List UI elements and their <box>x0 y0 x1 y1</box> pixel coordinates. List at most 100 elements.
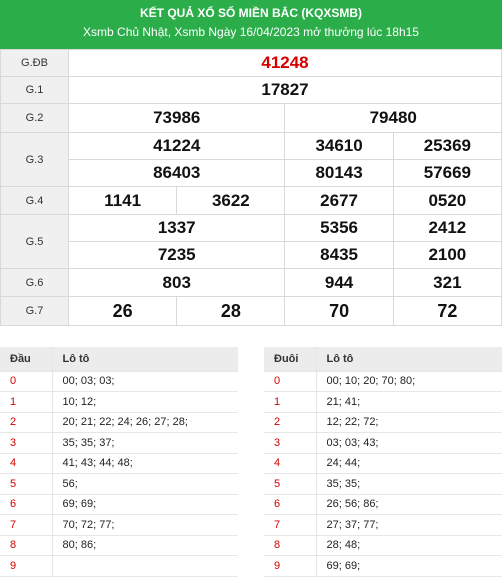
loto-digit: 6 <box>264 494 317 515</box>
loto-row: 0 00; 10; 20; 70; 80; <box>264 371 502 392</box>
prize-label: G.1 <box>0 76 69 104</box>
loto-header-row: Đầu Lô tô <box>0 347 238 372</box>
loto-values: 26; 56; 86; <box>316 494 502 515</box>
prize-number: 80143 <box>284 159 394 187</box>
loto-row: 9 <box>0 555 238 577</box>
prize-number: 2100 <box>392 241 502 269</box>
loto-row: 4 41; 43; 44; 48; <box>0 453 238 474</box>
loto-values: 28; 48; <box>316 535 502 556</box>
prize-number: 1141 <box>67 186 178 215</box>
prize-label: G.6 <box>0 268 69 297</box>
prize-row-g4: G.4 1141 3622 2677 0520 <box>0 186 502 215</box>
prize-table: G.ĐB 41248 G.1 17827 G.2 73986 79480 G.3… <box>0 49 502 326</box>
prize-number: 944 <box>284 268 394 297</box>
loto-digit: 1 <box>0 391 53 413</box>
prize-row-g5b: 7235 8435 2100 <box>1 241 502 269</box>
prize-number: 34610 <box>284 132 394 160</box>
column-header-loto: Lô tô <box>316 347 502 372</box>
loto-row: 1 21; 41; <box>264 391 502 413</box>
prize-number: 321 <box>392 268 502 297</box>
loto-digit: 6 <box>0 494 53 515</box>
loto-digit: 2 <box>264 412 317 433</box>
page-title: KẾT QUẢ XỔ SỐ MIỀN BẮC (KQXSMB) <box>139 6 362 20</box>
loto-header-row: Đuôi Lô tô <box>264 347 502 372</box>
loto-row: 3 03; 03; 43; <box>264 432 502 454</box>
loto-values: 56; <box>52 473 238 495</box>
loto-digit: 0 <box>264 371 317 392</box>
loto-values: 10; 12; <box>52 391 238 413</box>
prize-number: 25369 <box>392 132 502 160</box>
prize-number: 0520 <box>392 186 502 215</box>
prize-number: 28 <box>176 296 286 326</box>
prize-label: G.ĐB <box>0 49 69 77</box>
loto-values: 27; 37; 77; <box>316 514 502 536</box>
prize-number: 86403 <box>67 159 286 187</box>
loto-digit: 7 <box>264 514 317 536</box>
loto-values: 12; 22; 72; <box>316 412 502 433</box>
prize-label: G.2 <box>0 103 69 133</box>
prize-row-g5: G.5 1337 5356 2412 <box>0 214 502 269</box>
loto-row: 0 00; 03; 03; <box>0 371 238 392</box>
loto-values: 00; 03; 03; <box>52 371 238 392</box>
loto-values: 80; 86; <box>52 535 238 556</box>
loto-digit: 3 <box>0 432 53 454</box>
loto-row: 4 24; 44; <box>264 453 502 474</box>
prize-number: 8435 <box>284 241 394 269</box>
loto-row: 8 28; 48; <box>264 535 502 556</box>
prize-number: 17827 <box>68 76 502 104</box>
loto-values: 21; 41; <box>316 391 502 413</box>
loto-row: 6 69; 69; <box>0 494 238 515</box>
loto-digit: 4 <box>264 453 317 474</box>
loto-row: 6 26; 56; 86; <box>264 494 502 515</box>
loto-tail-table: Đuôi Lô tô 0 00; 10; 20; 70; 80; 1 21; 41;… <box>264 347 502 577</box>
prize-label: G.3 <box>0 132 69 187</box>
loto-digit: 3 <box>264 432 317 454</box>
column-header-loto: Lô tô <box>52 347 238 372</box>
loto-values: 00; 10; 20; 70; 80; <box>316 371 502 392</box>
loto-digit: 8 <box>0 535 53 556</box>
prize-number: 79480 <box>284 103 502 133</box>
loto-values: 35; 35; 37; <box>52 432 238 454</box>
prize-label: G.4 <box>0 186 69 215</box>
prize-number: 41224 <box>67 132 286 160</box>
prize-row-g1: G.1 17827 <box>0 76 502 104</box>
loto-digit: 4 <box>0 453 53 474</box>
prize-row-g3: G.3 41224 34610 25369 <box>0 132 502 187</box>
prize-number: 3622 <box>176 186 286 215</box>
loto-row: 2 20; 21; 22; 24; 26; 27; 28; <box>0 412 238 433</box>
loto-digit: 5 <box>0 473 53 495</box>
loto-digit: 7 <box>0 514 53 536</box>
special-prize-number: 41248 <box>68 49 502 77</box>
loto-values: 70; 72; 77; <box>52 514 238 536</box>
prize-number: 57669 <box>392 159 502 187</box>
column-header-head: Đầu <box>0 347 53 372</box>
loto-values: 24; 44; <box>316 453 502 474</box>
prize-number: 1337 <box>67 214 286 242</box>
prize-row-g7: G.7 26 28 70 72 <box>0 296 502 326</box>
loto-values: 69; 69; <box>52 494 238 515</box>
loto-row: 7 27; 37; 77; <box>264 514 502 536</box>
results-header: KẾT QUẢ XỔ SỐ MIỀN BẮC (KQXSMB) Xsmb Chủ… <box>0 0 502 49</box>
prize-number: 2677 <box>284 186 394 215</box>
loto-row: 5 56; <box>0 473 238 495</box>
loto-values: 41; 43; 44; 48; <box>52 453 238 474</box>
loto-row: 3 35; 35; 37; <box>0 432 238 454</box>
column-header-tail: Đuôi <box>264 347 317 372</box>
loto-row: 5 35; 35; <box>264 473 502 495</box>
prize-label: G.7 <box>0 296 69 326</box>
prize-number: 5356 <box>284 214 394 242</box>
prize-row-db: G.ĐB 41248 <box>0 49 502 77</box>
loto-row: 8 80; 86; <box>0 535 238 556</box>
prize-label: G.5 <box>0 214 69 269</box>
prize-number: 803 <box>67 268 286 297</box>
loto-digit: 2 <box>0 412 53 433</box>
loto-values: 35; 35; <box>316 473 502 495</box>
loto-digit: 0 <box>0 371 53 392</box>
prize-number: 73986 <box>67 103 286 133</box>
prize-row-g2: G.2 73986 79480 <box>0 103 502 133</box>
prize-number: 26 <box>67 296 178 326</box>
loto-digit: 5 <box>264 473 317 495</box>
loto-values: 20; 21; 22; 24; 26; 27; 28; <box>52 412 238 433</box>
prize-number: 72 <box>392 296 502 326</box>
loto-row: 2 12; 22; 72; <box>264 412 502 433</box>
